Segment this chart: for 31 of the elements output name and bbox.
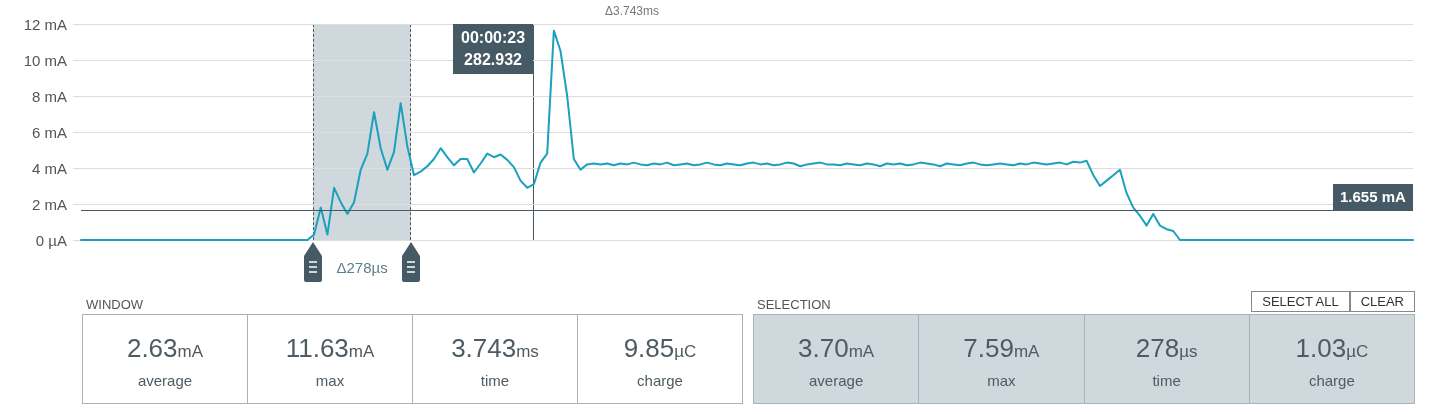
text: 3.743ms <box>450 333 540 364</box>
y-tick-label: 12 mA <box>23 15 67 33</box>
text: time <box>479 372 511 389</box>
y-tick-label: 4 mA <box>31 159 67 177</box>
y-tick-label: 2 mA <box>31 195 67 213</box>
text: 7.59mA <box>962 333 1041 364</box>
chart-title: Δ3.743ms <box>605 4 660 18</box>
text: 9.85µC <box>622 333 698 364</box>
text: 3.70mA <box>797 333 876 364</box>
annotation: 00:00:23 282.932 <box>453 24 534 74</box>
text: charge <box>636 372 684 389</box>
ref-line-label: 1.655 mA <box>1333 184 1413 211</box>
y-tick-label: 10 mA <box>23 51 67 69</box>
text: WINDOW <box>85 296 145 314</box>
text: 11.63mA <box>284 333 376 364</box>
text: max <box>986 372 1017 389</box>
y-tick-label: 0 µA <box>35 231 67 249</box>
text: 2.63mA <box>125 333 205 364</box>
text: 1.03µC <box>1294 333 1370 364</box>
y-tick-label: 6 mA <box>31 123 67 141</box>
text: time <box>1151 372 1182 389</box>
text: charge <box>1307 372 1356 389</box>
text: max <box>314 372 346 389</box>
text: CLEAR <box>1349 291 1415 312</box>
y-tick-label: 8 mA <box>31 87 67 105</box>
text: average <box>136 372 194 389</box>
text: average <box>808 372 865 389</box>
text: SELECT ALL <box>1251 291 1350 312</box>
text: 278µs <box>1134 333 1199 364</box>
text: Δ278µs <box>336 259 388 276</box>
text: SELECTION <box>757 297 831 312</box>
